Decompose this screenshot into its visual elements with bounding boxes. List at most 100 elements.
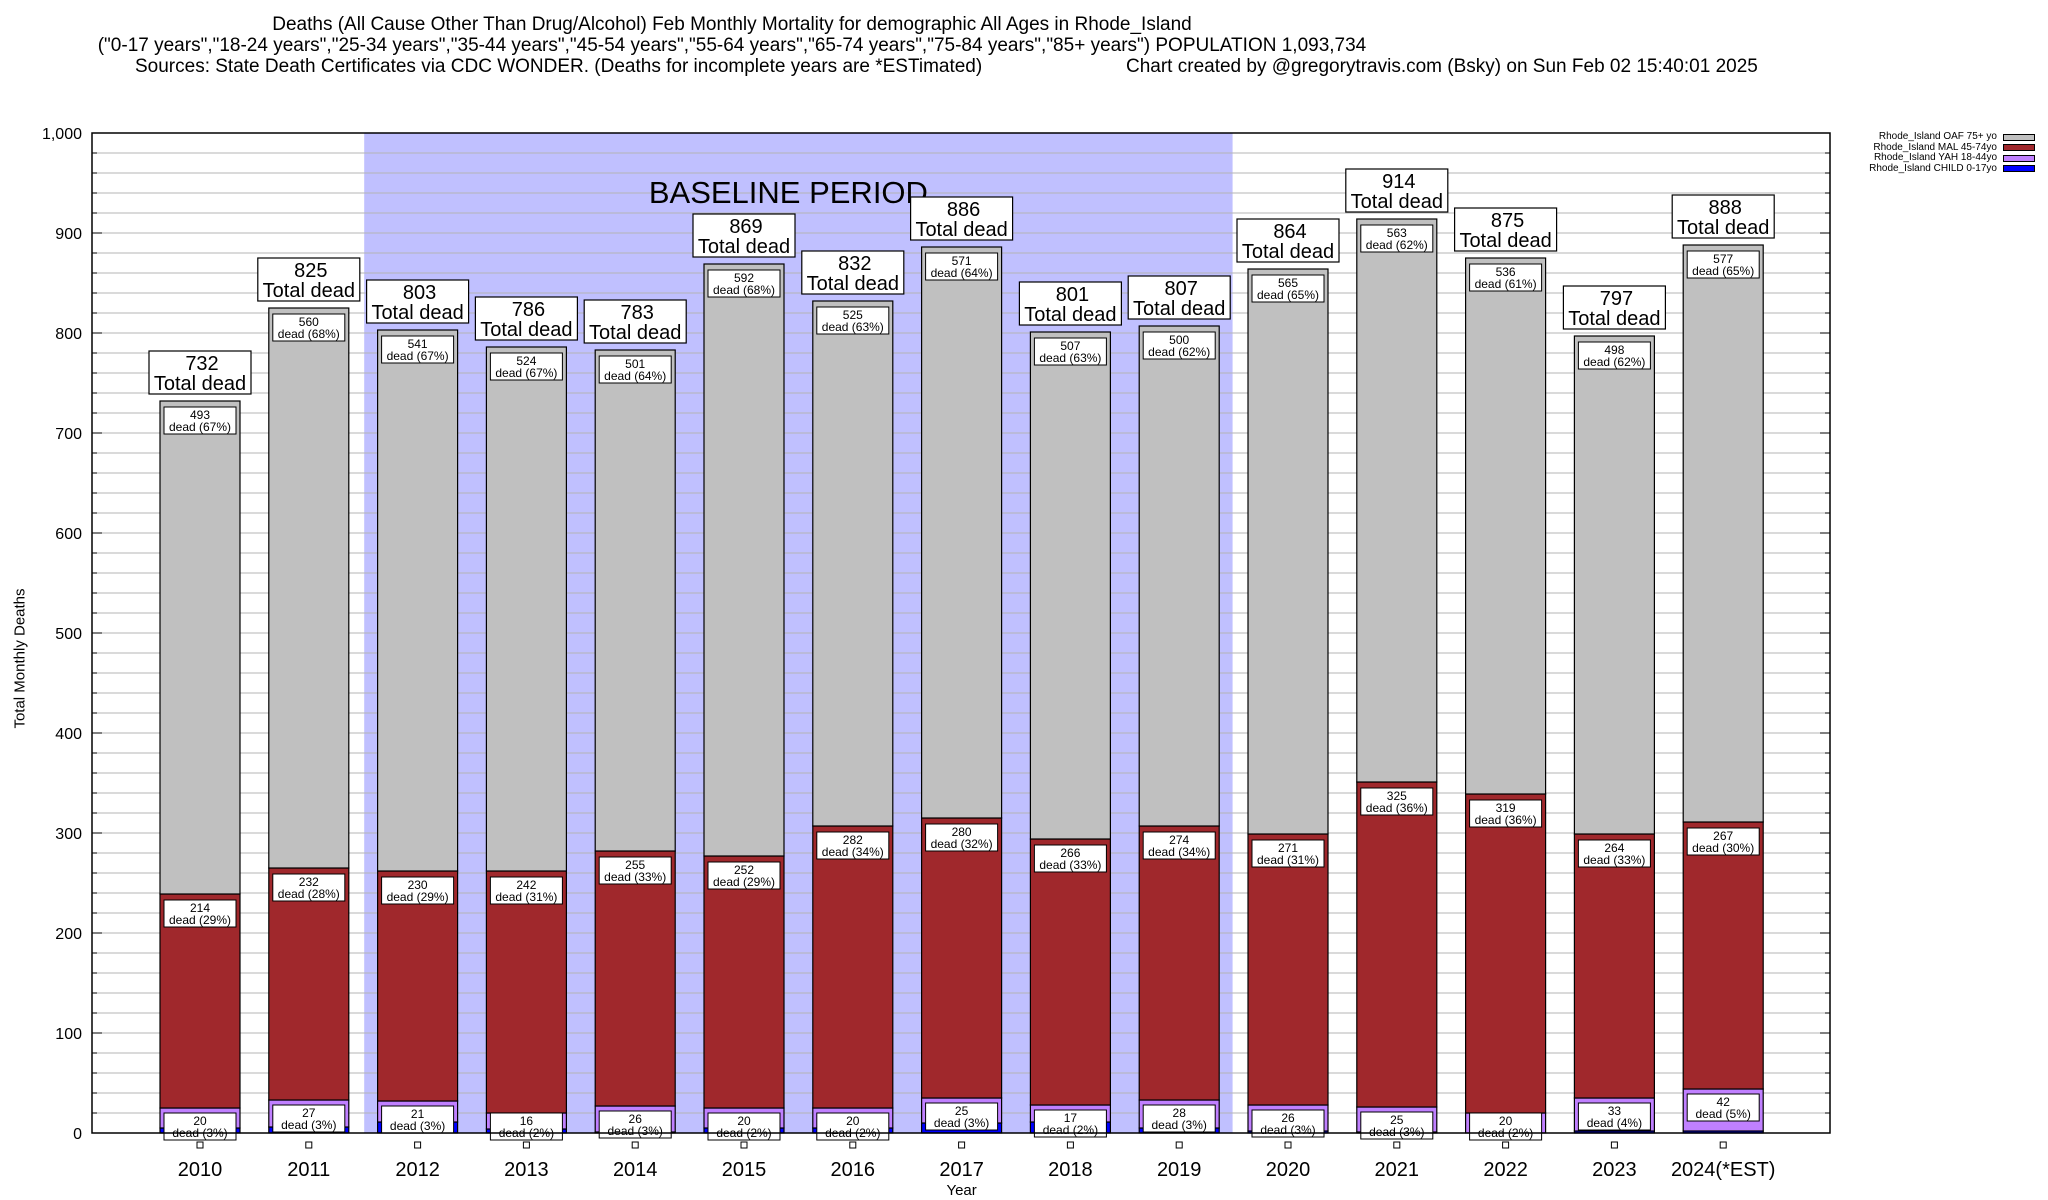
bar-segment-mal xyxy=(485,870,567,1114)
segment-percent: dead (28%) xyxy=(278,887,340,901)
bar-segment-oaf xyxy=(812,300,894,827)
legend-swatch xyxy=(2003,154,2035,162)
chart-title: Deaths (All Cause Other Than Drug/Alcoho… xyxy=(272,14,1192,35)
total-suffix: Total dead xyxy=(154,373,246,395)
total-label-box xyxy=(1453,207,1558,252)
total-value: 783 xyxy=(621,302,654,324)
segment-label-box xyxy=(489,1112,563,1141)
segment-percent: dead (67%) xyxy=(169,420,231,434)
segment-label-box xyxy=(381,1105,455,1134)
bar-segment-oaf xyxy=(1356,218,1438,783)
y-tick-label: 900 xyxy=(55,226,82,243)
bar-segment-oaf xyxy=(159,400,241,895)
segment-percent: dead (36%) xyxy=(1366,801,1428,815)
segment-percent: dead (64%) xyxy=(931,266,993,280)
segment-label-box xyxy=(1360,787,1434,816)
legend-label: Rhode_Island MAL 45-74yo xyxy=(1873,141,1997,153)
segment-value: 280 xyxy=(952,825,972,839)
total-label-box xyxy=(1018,281,1123,326)
segment-percent: dead (67%) xyxy=(495,366,557,380)
child-marker xyxy=(305,1141,313,1149)
segment-percent: dead (3%) xyxy=(1260,1123,1315,1137)
segment-value: 252 xyxy=(734,863,754,877)
segment-percent: dead (29%) xyxy=(713,875,775,889)
bar-segment-oaf xyxy=(1573,335,1656,835)
child-marker xyxy=(1175,1141,1183,1149)
total-value: 786 xyxy=(512,299,545,321)
segment-label-box xyxy=(1033,844,1107,873)
bar-segment-mal xyxy=(1247,833,1329,1106)
bar-segment-oaf xyxy=(1247,268,1329,835)
total-suffix: Total dead xyxy=(1024,304,1116,326)
segment-value: 20 xyxy=(846,1114,860,1128)
y-tick-label: 200 xyxy=(55,926,82,943)
segment-value: 33 xyxy=(1608,1104,1622,1118)
bar-segment-mal xyxy=(1138,825,1220,1101)
total-suffix: Total dead xyxy=(1459,230,1551,252)
bar-segment-mal xyxy=(812,825,894,1109)
segment-label-box xyxy=(1577,1102,1651,1131)
segment-value: 560 xyxy=(299,315,319,329)
baseline-period-label: BASELINE PERIOD xyxy=(649,175,928,210)
bar-segment-oaf xyxy=(703,263,785,857)
legend-entry: Rhode_Island OAF 75+ yo xyxy=(1820,131,2035,143)
segment-percent: dead (30%) xyxy=(1692,841,1754,855)
segment-percent: dead (3%) xyxy=(608,1124,663,1138)
total-value: 864 xyxy=(1273,221,1306,243)
total-value: 803 xyxy=(403,282,436,304)
segment-value: 498 xyxy=(1604,343,1624,357)
segment-label-box xyxy=(816,831,890,860)
segment-value: 507 xyxy=(1060,339,1080,353)
y-tick-label: 700 xyxy=(55,426,82,443)
total-label-box xyxy=(1671,194,1775,239)
segment-value: 42 xyxy=(1717,1095,1731,1109)
segment-label-box xyxy=(1360,224,1434,253)
child-marker xyxy=(631,1141,639,1149)
total-suffix: Total dead xyxy=(480,319,572,341)
segment-percent: dead (34%) xyxy=(822,845,884,859)
x-axis-label: Year xyxy=(946,1182,976,1199)
segment-value: 28 xyxy=(1173,1106,1187,1120)
total-value: 869 xyxy=(729,216,762,238)
segment-percent: dead (68%) xyxy=(278,327,340,341)
segment-label-box xyxy=(925,1102,999,1131)
total-label-box xyxy=(366,279,470,324)
total-label-box xyxy=(801,250,905,295)
segment-value: 592 xyxy=(734,271,754,285)
segment-percent: dead (36%) xyxy=(1475,813,1537,827)
x-tick-label: 2023 xyxy=(1592,1159,1637,1181)
segment-value: 214 xyxy=(190,901,210,915)
segment-percent: dead (68%) xyxy=(713,283,775,297)
legend-swatch xyxy=(2003,133,2035,141)
segment-value: 325 xyxy=(1387,789,1407,803)
segment-value: 20 xyxy=(193,1114,207,1128)
y-tick-label: 0 xyxy=(73,1126,82,1143)
legend-label: Rhode_Island OAF 75+ yo xyxy=(1878,131,1997,142)
y-tick-label: 500 xyxy=(55,626,82,643)
total-value: 801 xyxy=(1056,284,1089,306)
segment-label-box xyxy=(1142,831,1216,860)
segment-value: 525 xyxy=(843,308,863,322)
segment-label-box xyxy=(925,252,999,281)
bar-segment-oaf xyxy=(1464,257,1547,795)
legend-entry: Rhode_Island CHILD 0-17yo xyxy=(1820,163,2035,175)
segment-label-box xyxy=(163,899,237,928)
segment-value: 500 xyxy=(1169,333,1189,347)
segment-percent: dead (3%) xyxy=(1152,1118,1207,1132)
